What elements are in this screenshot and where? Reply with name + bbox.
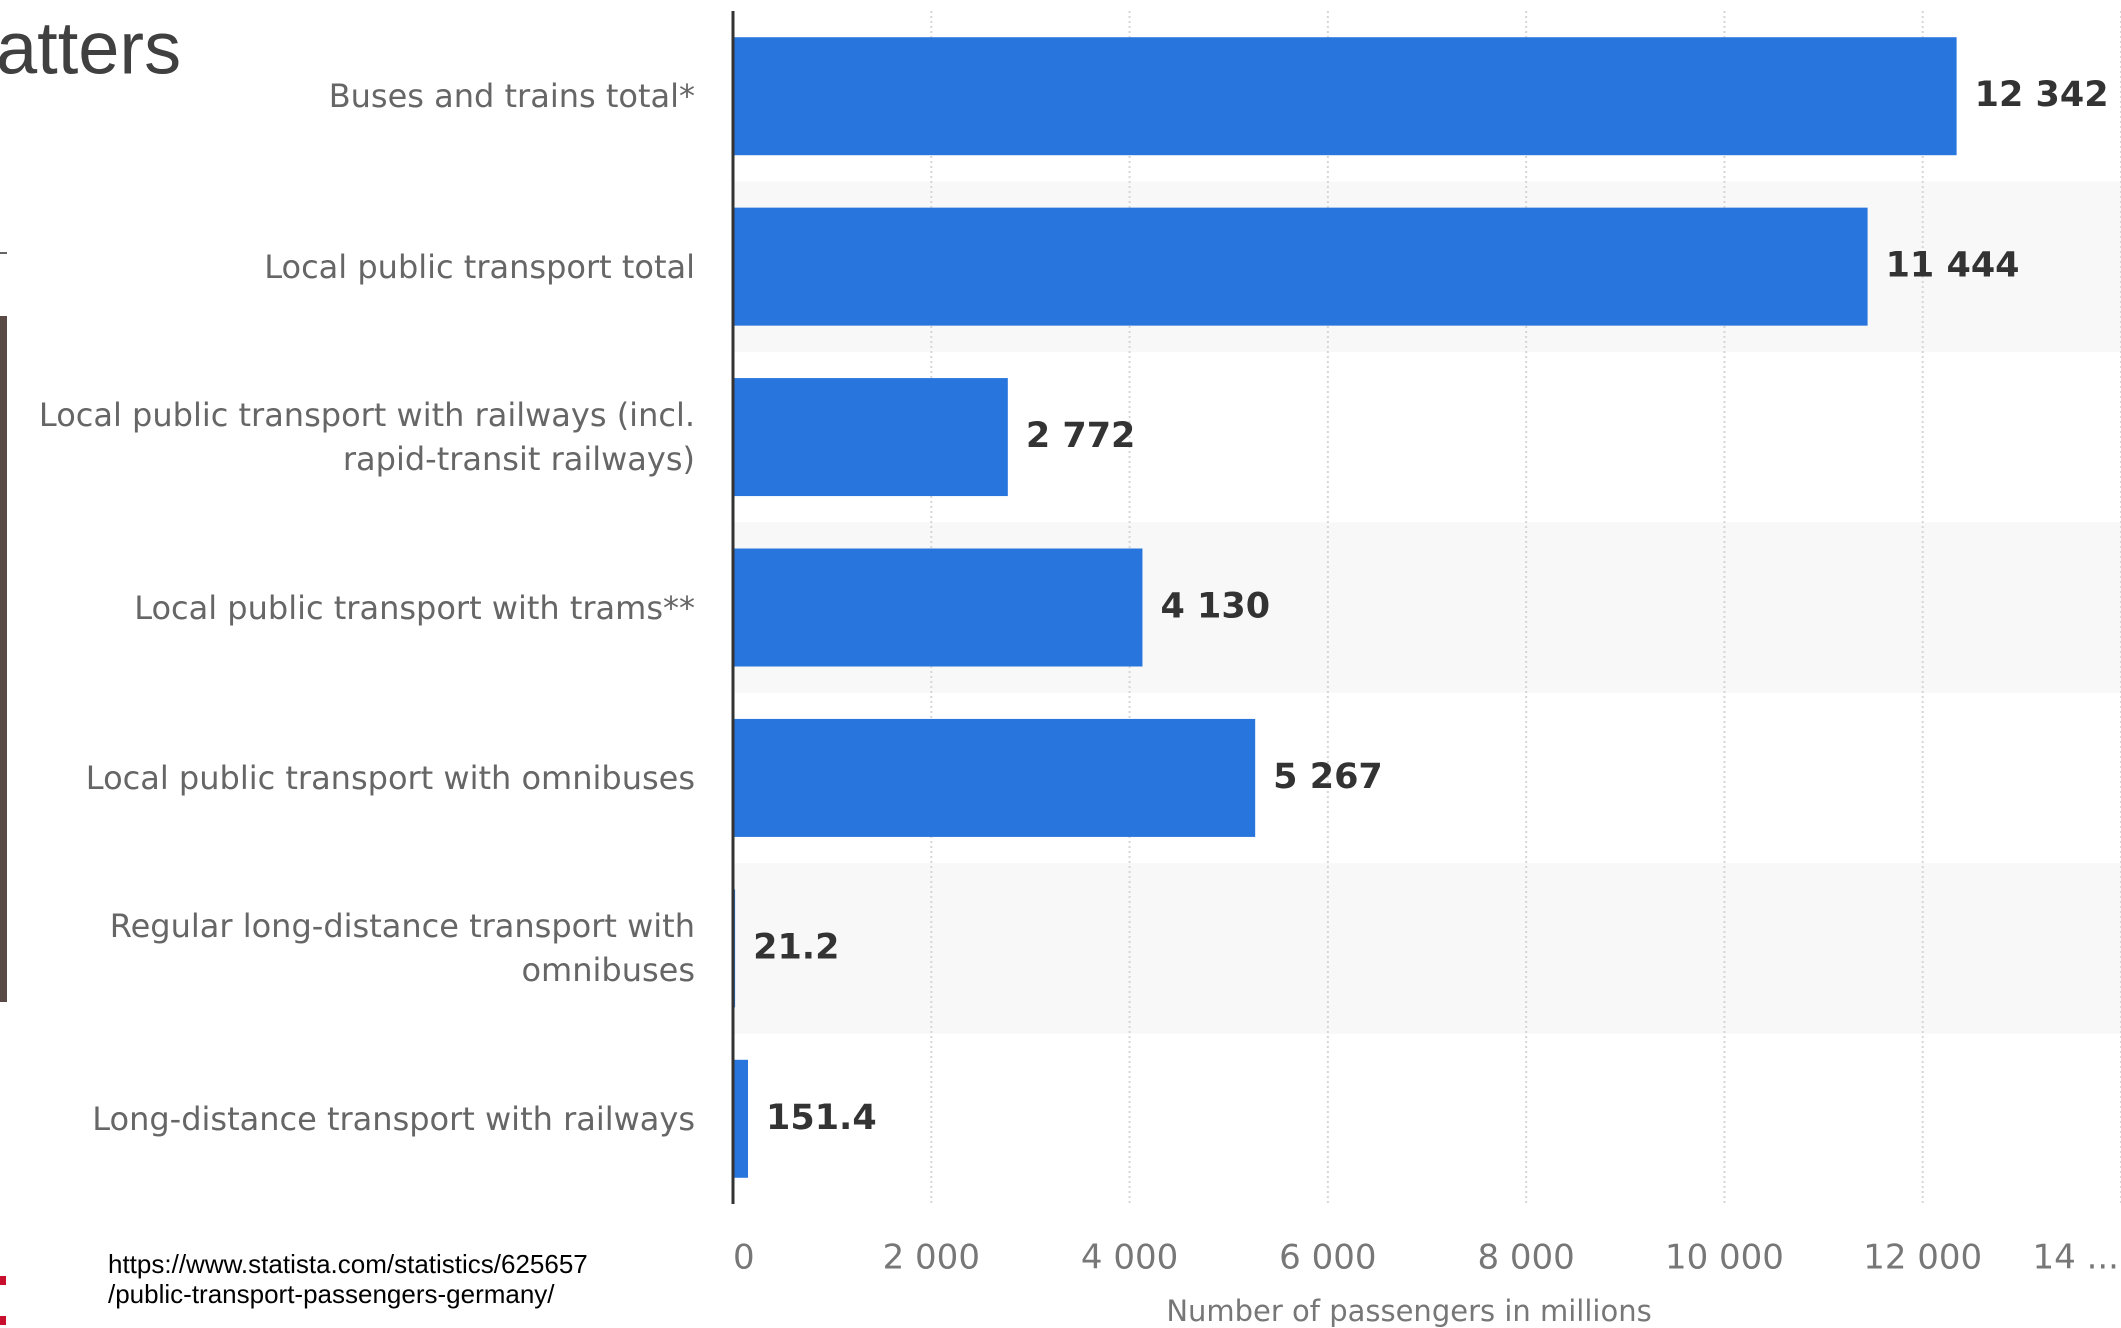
value-label: 11 444 xyxy=(1886,246,2020,286)
source-url: /public-transport-passengers-germany/ xyxy=(108,1279,555,1309)
x-tick-label: 10 000 xyxy=(1665,1238,1784,1278)
category-label: Local public transport with trams** xyxy=(134,588,695,627)
x-tick-label: 14 ... xyxy=(2033,1238,2120,1278)
bar xyxy=(733,37,1957,156)
x-tick-label: 0 xyxy=(733,1238,755,1278)
category-label: Local public transport total xyxy=(264,247,695,286)
bar xyxy=(733,548,1143,667)
category-label: Regular long-distance transport with omn… xyxy=(109,907,695,990)
x-tick-label: 4 000 xyxy=(1081,1238,1178,1278)
slide-accent xyxy=(0,1316,6,1325)
x-tick-label: 6 000 xyxy=(1279,1238,1376,1278)
value-label: 5 267 xyxy=(1273,757,1383,797)
category-label: Long-distance transport with railways xyxy=(92,1099,695,1138)
source-url: https://www.statista.com/statistics/6256… xyxy=(108,1249,588,1279)
value-label: 21.2 xyxy=(753,927,839,967)
value-label: 4 130 xyxy=(1160,587,1270,627)
bar xyxy=(733,378,1008,497)
slide-accent xyxy=(0,1276,6,1285)
category-label: Buses and trains total* xyxy=(328,77,695,116)
x-axis-title: Number of passengers in millions xyxy=(1166,1294,1651,1328)
bar xyxy=(733,207,1868,326)
x-tick-label: 8 000 xyxy=(1477,1238,1574,1278)
value-label: 151.4 xyxy=(766,1098,877,1138)
slide-image-edge xyxy=(0,316,7,1002)
category-label: Local public transport with railways (in… xyxy=(38,396,695,479)
value-label: 2 772 xyxy=(1026,416,1136,456)
category-label: Local public transport with omnibuses xyxy=(85,758,695,797)
bar xyxy=(733,718,1256,837)
slide-title: atters xyxy=(0,7,181,90)
value-label: 12 342 xyxy=(1975,75,2109,115)
x-tick-label: 12 000 xyxy=(1863,1238,1982,1278)
x-tick-label: 2 000 xyxy=(883,1238,980,1278)
row-band xyxy=(733,863,2121,1034)
bar xyxy=(733,1059,749,1178)
